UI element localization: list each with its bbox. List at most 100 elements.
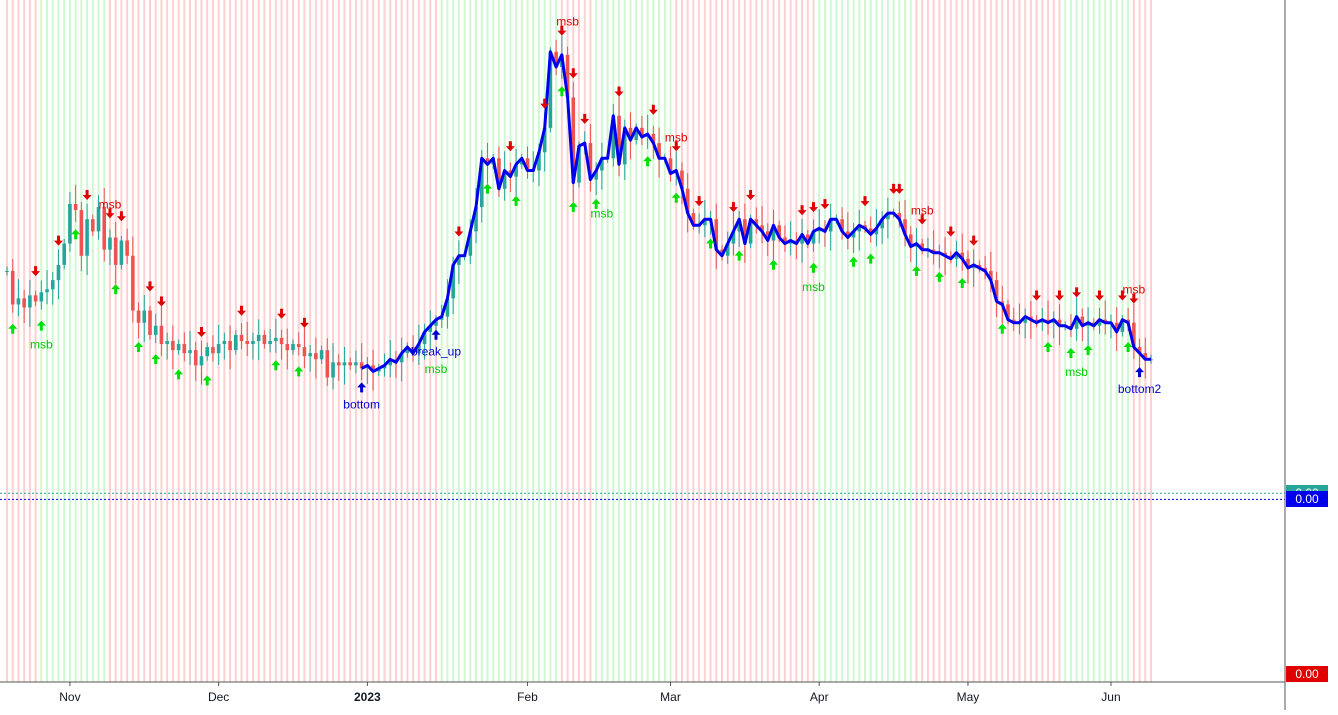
- down-arrow-icon: [196, 327, 206, 337]
- regime-stripe: [503, 0, 506, 682]
- down-arrow-icon: [1072, 287, 1082, 298]
- regime-stripe: [480, 0, 483, 682]
- regime-stripe: [406, 0, 409, 682]
- candle-body: [468, 231, 473, 256]
- regime-stripe: [1001, 0, 1004, 682]
- regime-stripe: [961, 0, 964, 682]
- candle-body: [811, 231, 816, 244]
- up-arrow-icon: [294, 366, 304, 377]
- up-arrow-icon: [911, 265, 921, 276]
- regime-stripe: [583, 0, 586, 682]
- regime-stripe: [320, 0, 323, 682]
- candle-body: [56, 264, 61, 281]
- candle-body: [308, 353, 312, 357]
- regime-stripe: [332, 0, 335, 682]
- candle-body: [371, 365, 375, 372]
- candle-body: [1080, 316, 1085, 326]
- candle-body: [113, 237, 118, 265]
- candle-body: [182, 344, 187, 354]
- x-tick-label: Feb: [517, 690, 538, 704]
- up-arrow-icon: [1083, 345, 1093, 355]
- candle-body: [5, 270, 9, 272]
- regime-stripe: [949, 0, 952, 682]
- candle-body: [783, 237, 787, 244]
- candle-body: [474, 207, 478, 232]
- regime-stripe: [944, 0, 947, 682]
- candle-body: [165, 341, 169, 345]
- regime-stripe: [858, 0, 861, 682]
- x-tick-label: Dec: [208, 690, 229, 704]
- candle-body: [102, 207, 107, 250]
- regime-stripe: [469, 0, 472, 682]
- regime-stripe: [640, 0, 643, 682]
- regime-stripe: [194, 0, 197, 682]
- regime-stripe: [852, 0, 855, 682]
- down-arrow-icon: [614, 86, 624, 97]
- regime-stripe: [955, 0, 958, 682]
- down-arrow-icon: [809, 202, 819, 213]
- down-arrow-icon: [237, 305, 247, 316]
- regime-stripe: [446, 0, 449, 682]
- signal-line-group: [360, 50, 1151, 373]
- candle-body: [874, 228, 879, 235]
- regime-stripe: [120, 0, 123, 682]
- candle-body: [319, 350, 324, 360]
- regime-stripe: [618, 0, 621, 682]
- regime-stripe: [886, 0, 889, 682]
- candle-body: [159, 325, 164, 345]
- regime-stripe: [354, 0, 357, 682]
- down-arrow-icon: [1095, 290, 1105, 301]
- regime-stripe: [509, 0, 512, 682]
- up-arrow-icon: [1135, 367, 1145, 378]
- down-arrow-icon: [728, 202, 738, 213]
- regime-stripe: [612, 0, 615, 682]
- down-arrow-icon: [156, 296, 166, 307]
- candle-body: [600, 158, 604, 171]
- up-arrow-icon: [511, 195, 521, 206]
- down-arrow-icon: [1032, 290, 1042, 301]
- regime-stripe: [680, 0, 683, 682]
- down-arrow-icon: [1129, 293, 1139, 304]
- axes: Nov Dec 2023 Feb Mar Apr May Jun: [0, 0, 1286, 710]
- candle-body: [777, 225, 781, 238]
- candle-body: [908, 234, 913, 247]
- regime-stripe: [206, 0, 209, 682]
- candle-body: [634, 127, 638, 141]
- candle-body: [285, 344, 290, 351]
- candle-body: [16, 298, 21, 305]
- candle-body: [85, 219, 89, 256]
- candle-body: [857, 225, 862, 232]
- regime-stripe: [1092, 0, 1095, 682]
- x-tick-label: Mar: [660, 690, 681, 704]
- up-arrow-icon: [431, 329, 441, 340]
- regime-stripe: [869, 0, 872, 682]
- regime-stripe: [875, 0, 878, 682]
- down-arrow-icon: [969, 235, 979, 246]
- candle-body: [268, 341, 272, 345]
- candle-body: [497, 158, 501, 189]
- down-arrow-icon: [946, 226, 956, 237]
- candle-body: [502, 170, 507, 189]
- down-arrow-icon: [860, 196, 870, 207]
- regime-stripe: [560, 0, 563, 682]
- candle-body: [142, 310, 147, 323]
- candle-body: [485, 158, 490, 165]
- regime-stripe: [1150, 0, 1152, 682]
- candle-body: [960, 252, 965, 259]
- break-up-label: break_up: [411, 345, 461, 359]
- candle-body: [274, 337, 278, 341]
- price-badge: 0.00: [1286, 666, 1328, 682]
- regime-stripe: [80, 0, 83, 682]
- up-arrow-icon: [271, 360, 281, 371]
- up-arrow-icon: [71, 229, 81, 240]
- regime-stripe: [435, 0, 437, 682]
- regime-stripe: [515, 0, 518, 682]
- regime-stripe: [921, 0, 924, 682]
- down-arrow-icon: [568, 68, 578, 79]
- regime-stripe: [732, 0, 735, 682]
- up-arrow-icon: [151, 354, 161, 365]
- regime-stripe: [686, 0, 689, 682]
- candle-body: [96, 207, 101, 232]
